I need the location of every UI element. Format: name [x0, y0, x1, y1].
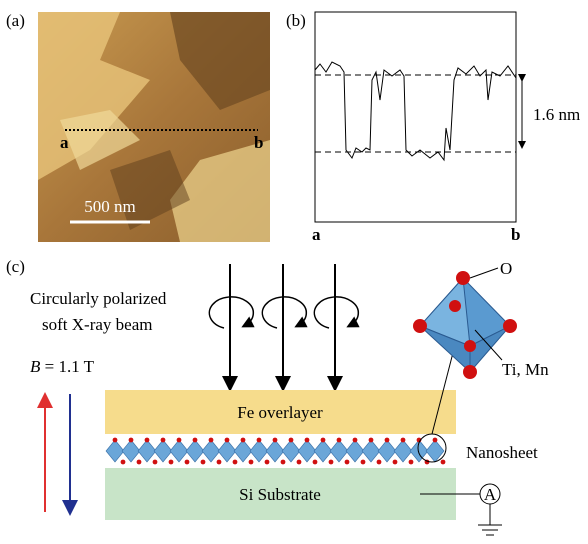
atom: [145, 438, 150, 443]
atom: [257, 438, 262, 443]
octahedron-unit: [138, 440, 156, 462]
atom: [433, 438, 438, 443]
atom: [305, 438, 310, 443]
ammeter-label: A: [484, 485, 497, 504]
polarization: [314, 297, 358, 328]
atom: [409, 460, 414, 465]
panel-label: (a): [6, 11, 25, 30]
atom: [393, 460, 398, 465]
octahedron-unit: [106, 440, 124, 462]
substrate-label: Si Substrate: [239, 485, 321, 504]
atom: [289, 438, 294, 443]
atom: [217, 460, 222, 465]
atom: [281, 460, 286, 465]
atom: [113, 438, 118, 443]
atom: [169, 460, 174, 465]
octahedron-unit: [362, 440, 380, 462]
octahedron-unit: [202, 440, 220, 462]
beam-label: soft X-ray beam: [42, 315, 152, 334]
octahedron-unit: [314, 440, 332, 462]
atom: [313, 460, 318, 465]
octahedron-unit: [218, 440, 236, 462]
octahedron-unit: [330, 440, 348, 462]
scale-bar-label: 500 nm: [84, 197, 135, 216]
atom: [369, 438, 374, 443]
atom: [193, 438, 198, 443]
atom: [225, 438, 230, 443]
polarization: [262, 297, 306, 328]
height-profile: [315, 62, 516, 160]
octahedron-unit: [250, 440, 268, 462]
field-label: B = 1.1 T: [30, 357, 95, 376]
atom: [401, 438, 406, 443]
octahedron-unit: [234, 440, 252, 462]
step-height: 1.6 nm: [533, 105, 580, 124]
fe-layer-label: Fe overlayer: [237, 403, 323, 422]
atom: [185, 460, 190, 465]
beam-label: Circularly polarized: [30, 289, 167, 308]
atom: [337, 438, 342, 443]
atom: [233, 460, 238, 465]
panel-label: (b): [286, 11, 306, 30]
metal-label: Ti, Mn: [502, 360, 549, 379]
atom: [329, 460, 334, 465]
marker-a: a: [60, 133, 69, 152]
atom: [129, 438, 134, 443]
marker-b: b: [254, 133, 263, 152]
x-start: a: [312, 225, 321, 244]
atom: [209, 438, 214, 443]
atom: [177, 438, 182, 443]
atom: [121, 460, 126, 465]
nanosheet-label: Nanosheet: [466, 443, 538, 462]
octahedron-unit: [282, 440, 300, 462]
atom: [137, 460, 142, 465]
atom: [273, 438, 278, 443]
octahedron-unit: [298, 440, 316, 462]
figure: (a) a b 500 nm (b) 1.6 nm a b (c) Circul…: [0, 0, 588, 544]
atom: [201, 460, 206, 465]
afm-image: [38, 12, 270, 242]
nanosheet: [106, 438, 445, 465]
atom: [249, 460, 254, 465]
oxygen-label: O: [500, 259, 512, 278]
octahedron-unit: [186, 440, 204, 462]
polarization: [209, 297, 253, 328]
atom: [377, 460, 382, 465]
octahedron-unit: [394, 440, 412, 462]
atom: [153, 460, 158, 465]
atom: [361, 460, 366, 465]
octahedron-unit: [122, 440, 140, 462]
panel-label: (c): [6, 257, 25, 276]
x-ray-beams: [209, 264, 358, 388]
octahedron-unit: [346, 440, 364, 462]
atom: [353, 438, 358, 443]
atom: [345, 460, 350, 465]
atom: [385, 438, 390, 443]
octahedron-unit: [170, 440, 188, 462]
atom: [441, 460, 446, 465]
octahedron-unit: [266, 440, 284, 462]
atom: [321, 438, 326, 443]
atom: [241, 438, 246, 443]
atom: [265, 460, 270, 465]
octahedron-unit: [154, 440, 172, 462]
octahedron-unit: [378, 440, 396, 462]
x-end: b: [511, 225, 520, 244]
atom: [161, 438, 166, 443]
atom: [297, 460, 302, 465]
